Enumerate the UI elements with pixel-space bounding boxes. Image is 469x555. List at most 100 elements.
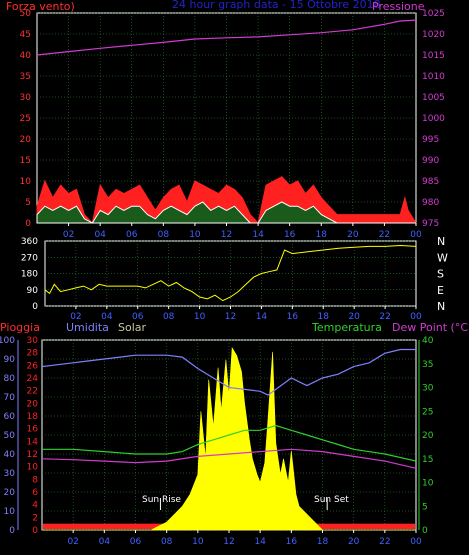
wind-axis-title: Forza vento) [6, 0, 75, 13]
climate-x-tick-label: 02 [67, 537, 78, 547]
pressure-tick-label: 990 [422, 156, 439, 166]
pressure-axis-title: Pressione [372, 0, 425, 13]
pressure-tick-label: 995 [422, 135, 439, 145]
compass-label: N [437, 300, 445, 313]
pressure-tick-label: 1025 [422, 9, 445, 19]
humidity-tick-label: 70 [4, 393, 16, 403]
direction-x-tick-label: 08 [163, 312, 175, 322]
humidity-tick-label: 80 [4, 374, 16, 384]
temperature-tick-label: 15 [422, 455, 433, 465]
climate-x-tick-label: 06 [130, 537, 142, 547]
rain-tick-label: 4 [32, 501, 38, 511]
rain-tick-label: 10 [27, 463, 39, 473]
temperature-tick-label: 25 [422, 407, 433, 417]
direction-x-tick-label: 04 [101, 312, 113, 322]
wind-x-tick-label: 10 [189, 230, 201, 240]
rain-tick-label: 22 [27, 387, 38, 397]
wind-tick-label: 20 [20, 135, 32, 145]
humidity-tick-label: 10 [4, 507, 16, 517]
climate-x-tick-label: 10 [192, 537, 204, 547]
climate-x-tick-label: 22 [379, 537, 390, 547]
rain-tick-label: 28 [27, 349, 39, 359]
pressure-tick-label: 1020 [422, 30, 445, 40]
climate-x-tick-label: 14 [254, 537, 266, 547]
temperature-axis-title: Temperatura [311, 321, 382, 334]
temperature-tick-label: 0 [422, 526, 428, 536]
direction-tick-label: 90 [27, 286, 39, 296]
rain-tick-label: 6 [32, 488, 38, 498]
climate-x-tick-label: 12 [223, 537, 234, 547]
compass-label: S [437, 268, 444, 281]
wind-tick-label: 5 [25, 198, 31, 208]
wind-pressure-tick-labels: 0510152025303540455097598098599099510001… [20, 9, 446, 240]
direction-tick-label: 270 [21, 253, 38, 263]
direction-x-tick-label: 20 [348, 312, 360, 322]
wind-tick-label: 25 [20, 114, 31, 124]
solar-area [42, 346, 416, 531]
wind-tick-label: 50 [20, 9, 32, 19]
dewpoint-line [41, 448, 417, 469]
compass-label: W [437, 251, 448, 264]
direction-tick-label: 180 [21, 270, 38, 280]
climate-x-tick-label: 08 [161, 537, 173, 547]
rain-tick-label: 0 [32, 526, 38, 536]
pressure-line [36, 19, 417, 56]
pressure-tick-label: 985 [422, 177, 439, 187]
wind-x-tick-label: 14 [252, 230, 264, 240]
direction-tick-label: 0 [32, 302, 38, 312]
rain-tick-label: 24 [27, 374, 39, 384]
rain-tick-label: 18 [27, 412, 39, 422]
rain-axis-title: Pioggia [0, 321, 40, 334]
direction-x-tick-label: 00 [410, 312, 422, 322]
climate-panel: 0102030405060708090100024681012141618202… [0, 321, 469, 547]
humidity-tick-label: 0 [9, 526, 15, 536]
direction-x-tick-label: 14 [256, 312, 268, 322]
dewpoint-axis-title: Dew Point (°C) [392, 321, 469, 334]
rain-tick-label: 8 [32, 475, 38, 485]
rain-tick-label: 30 [27, 336, 39, 346]
direction-x-tick-label: 06 [132, 312, 144, 322]
wind-x-tick-label: 00 [410, 230, 422, 240]
pressure-tick-label: 975 [422, 219, 439, 229]
temperature-tick-label: 10 [422, 479, 434, 489]
humidity-tick-label: 60 [4, 412, 16, 422]
humidity-axis-title: Umidita [66, 321, 109, 334]
climate-x-tick-label: 04 [99, 537, 111, 547]
wind-tick-label: 35 [20, 72, 31, 82]
climate-tick-labels: 0102030405060708090100024681012141618202… [0, 336, 434, 547]
solar-axis-title: Solar [118, 321, 147, 334]
rain-tick-label: 20 [27, 399, 39, 409]
wind-direction-line [44, 244, 417, 302]
humidity-tick-label: 50 [4, 431, 16, 441]
humidity-tick-label: 30 [4, 469, 16, 479]
wind-tick-label: 30 [20, 93, 32, 103]
climate-series [41, 346, 417, 531]
direction-x-tick-label: 12 [225, 312, 236, 322]
climate-x-tick-label: 20 [348, 537, 360, 547]
rain-tick-label: 2 [32, 513, 38, 523]
wind-x-tick-label: 12 [221, 230, 232, 240]
temperature-tick-label: 5 [422, 502, 428, 512]
humidity-tick-label: 40 [4, 450, 16, 460]
direction-x-tick-label: 22 [379, 312, 390, 322]
pressure-tick-label: 1000 [422, 114, 445, 124]
pressure-tick-label: 1005 [422, 93, 445, 103]
direction-x-tick-label: 10 [194, 312, 206, 322]
pressure-tick-label: 1015 [422, 51, 445, 61]
temperature-line [42, 424, 417, 462]
direction-x-tick-label: 18 [318, 312, 330, 322]
rain-tick-label: 26 [27, 361, 39, 371]
wind-x-tick-label: 20 [347, 230, 359, 240]
direction-x-tick-label: 02 [70, 312, 81, 322]
wind-direction-series [44, 244, 417, 302]
wind-x-tick-label: 04 [94, 230, 106, 240]
rain-tick-label: 12 [27, 450, 38, 460]
humidity-tick-label: 100 [0, 336, 15, 346]
wind-x-tick-label: 06 [126, 230, 138, 240]
pressure-tick-label: 1010 [422, 72, 445, 82]
wind-pressure-series [36, 19, 417, 225]
pressure-tick-label: 980 [422, 198, 439, 208]
wind-tick-label: 40 [20, 51, 32, 61]
climate-x-tick-label: 00 [410, 537, 422, 547]
